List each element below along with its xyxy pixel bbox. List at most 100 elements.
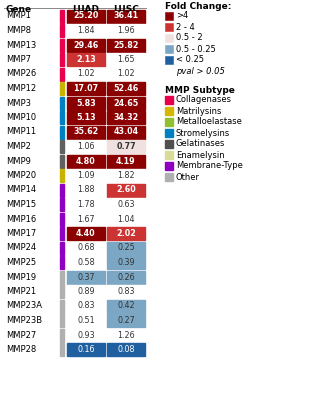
Text: 24.65: 24.65 (113, 98, 139, 108)
Bar (165, 96, 173, 104)
Bar (67, 10, 105, 22)
Bar (107, 328, 145, 342)
Bar (67, 126, 105, 138)
Text: 43.04: 43.04 (113, 128, 139, 136)
Bar (165, 173, 173, 181)
Text: MMP23A: MMP23A (6, 302, 42, 310)
Text: 0.5 - 2: 0.5 - 2 (176, 34, 203, 42)
Text: 35.62: 35.62 (73, 128, 99, 136)
Text: 0.26: 0.26 (117, 272, 135, 282)
Bar (107, 140, 145, 153)
Text: 0.39: 0.39 (117, 258, 135, 267)
Bar (107, 285, 145, 298)
Text: 25.82: 25.82 (113, 40, 139, 50)
Bar (60, 169, 64, 182)
Bar (165, 67, 173, 75)
Text: 0.42: 0.42 (117, 302, 135, 310)
Text: MMP20: MMP20 (6, 171, 36, 180)
Bar (67, 300, 105, 312)
Text: 0.93: 0.93 (77, 330, 95, 340)
Text: 52.46: 52.46 (113, 84, 139, 93)
Text: 1.04: 1.04 (117, 214, 135, 224)
Text: 0.63: 0.63 (117, 200, 135, 209)
Text: 1.78: 1.78 (77, 200, 95, 209)
Text: Membrane-Type: Membrane-Type (176, 162, 243, 170)
Bar (107, 111, 145, 124)
Text: MMP24: MMP24 (6, 244, 36, 252)
Text: LUAD: LUAD (73, 5, 100, 14)
Text: MMP3: MMP3 (6, 98, 31, 108)
Bar (107, 343, 145, 356)
Text: MMP15: MMP15 (6, 200, 36, 209)
Bar (107, 256, 145, 269)
Bar (165, 107, 173, 115)
Text: 0.27: 0.27 (117, 316, 135, 325)
Bar (165, 151, 173, 159)
Bar (67, 68, 105, 80)
Bar (60, 300, 64, 312)
Text: MMP19: MMP19 (6, 272, 36, 282)
Bar (60, 10, 64, 22)
Bar (60, 285, 64, 298)
Text: Gene: Gene (6, 5, 32, 14)
Bar (67, 328, 105, 342)
Bar (67, 212, 105, 226)
Bar (107, 198, 145, 211)
Text: MMP21: MMP21 (6, 287, 36, 296)
Text: Fold Change:: Fold Change: (165, 2, 231, 11)
Bar (107, 300, 145, 312)
Text: 1.65: 1.65 (117, 55, 135, 64)
Bar (107, 68, 145, 80)
Bar (67, 227, 105, 240)
Text: 0.37: 0.37 (77, 272, 95, 282)
Text: 5.13: 5.13 (76, 113, 96, 122)
Text: 2 - 4: 2 - 4 (176, 22, 195, 32)
Text: 1.09: 1.09 (77, 171, 95, 180)
Text: pval > 0.05: pval > 0.05 (176, 66, 225, 76)
Text: MMP13: MMP13 (6, 40, 36, 50)
Bar (107, 212, 145, 226)
Text: Stromelysins: Stromelysins (176, 128, 230, 138)
Text: MMP Subtype: MMP Subtype (165, 86, 235, 95)
Bar (67, 140, 105, 153)
Bar (60, 270, 64, 284)
Text: MMP8: MMP8 (6, 26, 31, 35)
Bar (107, 154, 145, 168)
Text: 17.07: 17.07 (74, 84, 99, 93)
Text: 1.67: 1.67 (77, 214, 95, 224)
Text: 0.25: 0.25 (117, 244, 135, 252)
Text: MMP17: MMP17 (6, 229, 36, 238)
Text: Gelatinases: Gelatinases (176, 140, 225, 148)
Bar (60, 343, 64, 356)
Bar (60, 53, 64, 66)
Text: 1.02: 1.02 (77, 70, 95, 78)
Text: Enamelysin: Enamelysin (176, 150, 225, 160)
Bar (67, 154, 105, 168)
Text: 0.68: 0.68 (77, 244, 95, 252)
Text: MMP11: MMP11 (6, 128, 36, 136)
Bar (107, 53, 145, 66)
Bar (60, 38, 64, 52)
Text: MMP28: MMP28 (6, 345, 36, 354)
Text: MMP7: MMP7 (6, 55, 31, 64)
Text: 34.32: 34.32 (113, 113, 139, 122)
Bar (60, 68, 64, 80)
Bar (67, 314, 105, 327)
Text: 5.83: 5.83 (76, 98, 96, 108)
Text: 0.16: 0.16 (77, 345, 95, 354)
Bar (107, 38, 145, 52)
Text: MMP2: MMP2 (6, 142, 31, 151)
Text: >4: >4 (176, 12, 188, 20)
Text: Metalloelastase: Metalloelastase (176, 118, 242, 126)
Bar (67, 53, 105, 66)
Bar (165, 12, 173, 20)
Text: 29.46: 29.46 (73, 40, 99, 50)
Text: 1.84: 1.84 (77, 26, 95, 35)
Text: < 0.25: < 0.25 (176, 56, 204, 64)
Bar (165, 56, 173, 64)
Text: 0.77: 0.77 (116, 142, 136, 151)
Text: MMP1: MMP1 (6, 12, 31, 20)
Bar (165, 129, 173, 137)
Text: 0.83: 0.83 (77, 302, 95, 310)
Bar (165, 23, 173, 31)
